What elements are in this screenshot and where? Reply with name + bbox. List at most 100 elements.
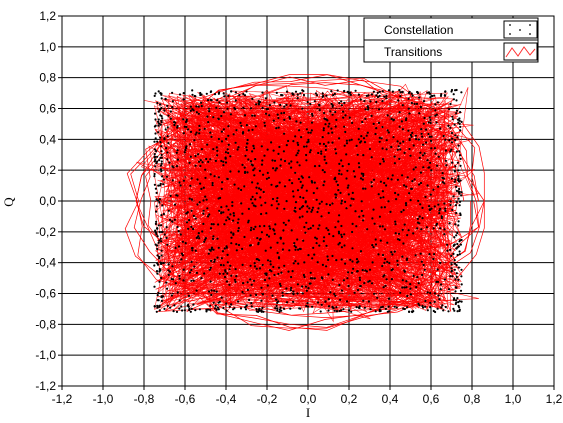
constellation-point bbox=[412, 168, 415, 171]
constellation-point bbox=[387, 177, 390, 180]
constellation-point bbox=[268, 225, 271, 228]
constellation-point bbox=[393, 305, 396, 308]
constellation-point bbox=[363, 99, 366, 103]
constellation-point bbox=[280, 271, 283, 274]
constellation-point bbox=[249, 264, 252, 267]
constellation-point bbox=[230, 236, 233, 239]
constellation-point bbox=[282, 229, 285, 232]
constellation-point bbox=[253, 174, 256, 177]
constellation-point bbox=[327, 229, 330, 232]
constellation-point bbox=[156, 227, 159, 230]
constellation-point bbox=[351, 222, 354, 225]
constellation-point bbox=[428, 208, 431, 211]
constellation-point bbox=[360, 200, 363, 203]
constellation-point bbox=[459, 289, 463, 292]
constellation-point bbox=[356, 261, 359, 264]
constellation-point bbox=[279, 164, 282, 167]
constellation-point bbox=[209, 227, 213, 230]
constellation-point bbox=[241, 212, 244, 215]
legend-swatch-dot bbox=[509, 33, 511, 35]
constellation-point bbox=[359, 250, 363, 253]
constellation-point bbox=[155, 210, 158, 213]
constellation-point bbox=[417, 138, 420, 141]
constellation-point bbox=[338, 162, 341, 165]
constellation-point bbox=[455, 264, 458, 267]
constellation-point bbox=[398, 157, 401, 160]
constellation-point bbox=[353, 175, 356, 178]
constellation-point bbox=[427, 121, 430, 124]
constellation-point bbox=[160, 160, 163, 163]
constellation-point bbox=[200, 104, 203, 108]
constellation-point bbox=[296, 189, 300, 192]
constellation-point bbox=[260, 145, 263, 148]
constellation-point bbox=[255, 192, 258, 195]
constellation-point bbox=[218, 91, 221, 94]
constellation-point bbox=[421, 206, 424, 209]
constellation-point bbox=[232, 219, 235, 222]
constellation-point bbox=[265, 212, 268, 215]
constellation-point bbox=[457, 245, 461, 248]
constellation-point bbox=[343, 125, 346, 128]
constellation-point bbox=[153, 94, 156, 97]
constellation-point bbox=[385, 139, 388, 142]
constellation-point bbox=[154, 165, 157, 168]
constellation-point bbox=[155, 220, 158, 223]
constellation-point bbox=[444, 207, 447, 210]
constellation-point bbox=[193, 94, 196, 98]
constellation-point bbox=[306, 305, 310, 308]
constellation-point bbox=[396, 140, 399, 143]
constellation-point bbox=[414, 134, 417, 137]
constellation-point bbox=[446, 243, 449, 246]
constellation-point bbox=[267, 176, 270, 179]
constellation-point bbox=[451, 115, 454, 118]
constellation-point bbox=[419, 203, 422, 206]
constellation-point bbox=[454, 290, 457, 293]
constellation-point bbox=[235, 249, 238, 252]
constellation-point bbox=[233, 278, 236, 281]
transition-loop bbox=[133, 76, 479, 331]
constellation-point bbox=[381, 125, 384, 129]
legend-swatch-dot bbox=[519, 29, 521, 31]
constellation-point bbox=[237, 300, 240, 303]
y-tick-label: -1,0 bbox=[35, 348, 56, 362]
constellation-point bbox=[253, 114, 256, 117]
constellation-point bbox=[339, 298, 342, 301]
constellation-point bbox=[436, 307, 439, 310]
constellation-point bbox=[261, 263, 264, 267]
constellation-point bbox=[193, 265, 196, 268]
y-tick-label: 0,4 bbox=[39, 132, 56, 146]
constellation-point bbox=[157, 90, 160, 93]
constellation-point bbox=[331, 105, 334, 108]
constellation-point bbox=[362, 154, 365, 157]
constellation-point bbox=[176, 225, 179, 229]
constellation-point bbox=[373, 222, 376, 225]
constellation-point bbox=[189, 155, 192, 158]
constellation-point bbox=[258, 187, 261, 190]
constellation-point bbox=[265, 233, 269, 236]
constellation-point bbox=[320, 152, 323, 155]
constellation-point bbox=[408, 147, 411, 151]
constellation-point bbox=[340, 235, 343, 238]
constellation-point bbox=[331, 305, 334, 308]
constellation-point bbox=[195, 289, 198, 292]
constellation-point bbox=[153, 285, 156, 288]
constellation-point bbox=[320, 150, 323, 153]
constellation-point bbox=[327, 132, 330, 135]
constellation-point bbox=[306, 210, 309, 213]
constellation-point bbox=[202, 186, 205, 189]
constellation-point bbox=[422, 100, 426, 103]
constellation-point bbox=[444, 149, 447, 152]
constellation-point bbox=[294, 260, 297, 263]
constellation-point bbox=[419, 151, 422, 154]
constellation-point bbox=[327, 309, 330, 312]
constellation-point bbox=[171, 265, 174, 268]
constellation-point bbox=[439, 261, 442, 265]
constellation-point bbox=[205, 157, 208, 161]
constellation-point bbox=[441, 172, 444, 175]
constellation-point bbox=[394, 223, 397, 226]
constellation-point bbox=[222, 111, 226, 114]
constellation-point bbox=[282, 242, 285, 245]
constellation-point bbox=[416, 92, 420, 95]
constellation-point bbox=[323, 111, 326, 115]
constellation-point bbox=[206, 207, 209, 210]
